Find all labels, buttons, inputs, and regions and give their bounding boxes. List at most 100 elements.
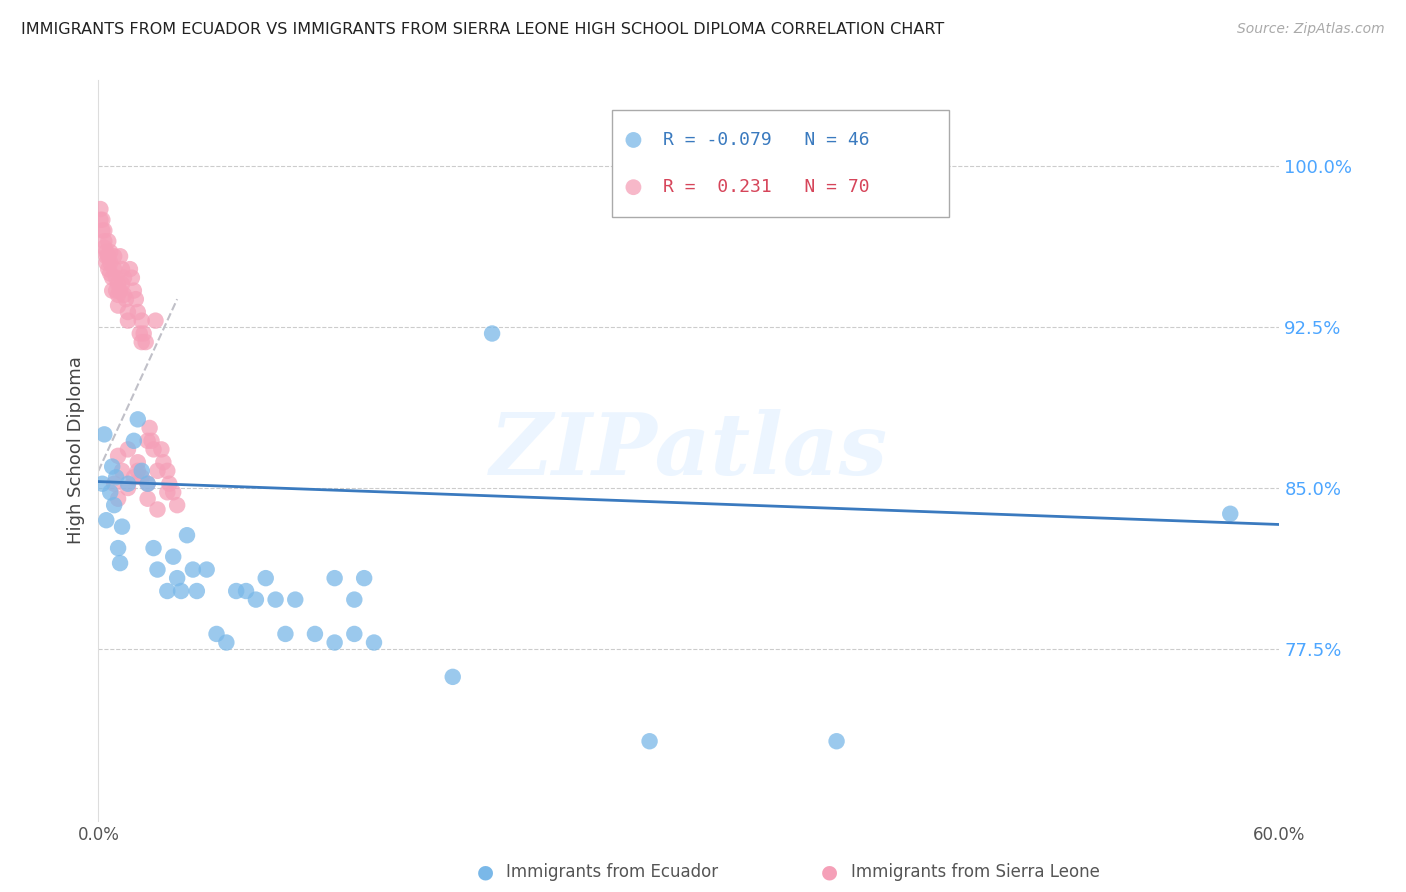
Point: [96, 244, 118, 259]
Point: [127, 455, 149, 469]
Point: [156, 485, 179, 500]
Point: [98, 255, 121, 269]
Point: [91, 212, 114, 227]
Point: [1219, 507, 1241, 521]
Point: [112, 270, 135, 285]
Point: [274, 627, 297, 641]
Text: ●: ●: [477, 863, 494, 882]
Point: [117, 442, 139, 457]
Point: [136, 476, 159, 491]
Point: [125, 292, 148, 306]
Point: [156, 464, 179, 478]
Point: [107, 277, 129, 292]
Point: [162, 485, 184, 500]
Point: [89, 202, 111, 216]
Point: [162, 549, 184, 564]
Point: [176, 528, 198, 542]
Point: [107, 491, 129, 506]
Point: [107, 449, 129, 463]
Point: [131, 335, 153, 350]
Point: [156, 584, 179, 599]
Point: [101, 284, 124, 298]
Point: [105, 470, 128, 484]
Point: [97, 234, 120, 248]
Point: [215, 635, 238, 649]
Point: [225, 584, 247, 599]
Point: [89, 212, 111, 227]
Point: [117, 305, 139, 319]
Point: [103, 498, 125, 512]
Point: [136, 476, 159, 491]
FancyBboxPatch shape: [612, 110, 949, 218]
Text: Source: ZipAtlas.com: Source: ZipAtlas.com: [1237, 22, 1385, 37]
Point: [131, 470, 153, 484]
Point: [98, 244, 121, 259]
Point: [343, 592, 366, 607]
Point: [146, 563, 169, 577]
Point: [136, 434, 159, 448]
Point: [142, 442, 165, 457]
Point: [111, 277, 134, 292]
Point: [111, 519, 134, 533]
Point: [101, 459, 124, 474]
Point: [96, 255, 118, 269]
Point: [638, 734, 661, 748]
Point: [141, 434, 163, 448]
Point: [166, 498, 188, 512]
Text: R =  0.231   N = 70: R = 0.231 N = 70: [664, 178, 869, 196]
Point: [122, 470, 145, 484]
Point: [152, 455, 174, 469]
Point: [91, 223, 114, 237]
Point: [112, 288, 135, 302]
Point: [108, 556, 131, 570]
Point: [122, 284, 145, 298]
Point: [146, 464, 169, 478]
Point: [979, 332, 1001, 346]
Point: [131, 313, 153, 327]
Point: [96, 513, 118, 527]
Point: [166, 571, 188, 585]
Point: [264, 592, 287, 607]
Point: [93, 241, 115, 255]
Point: [97, 249, 120, 263]
Text: R = -0.079   N = 46: R = -0.079 N = 46: [664, 131, 869, 149]
Point: [254, 571, 277, 585]
Point: [343, 627, 366, 641]
Point: [979, 469, 1001, 483]
Point: [186, 584, 208, 599]
Point: [93, 234, 115, 248]
Point: [111, 464, 134, 478]
Point: [205, 627, 228, 641]
Point: [118, 262, 141, 277]
Point: [93, 427, 115, 442]
Y-axis label: High School Diploma: High School Diploma: [66, 357, 84, 544]
Point: [353, 571, 375, 585]
Point: [105, 270, 128, 285]
Point: [107, 299, 129, 313]
Point: [135, 335, 157, 350]
Point: [145, 313, 167, 327]
Point: [132, 326, 155, 341]
Point: [121, 270, 143, 285]
Point: [284, 592, 307, 607]
Text: IMMIGRANTS FROM ECUADOR VS IMMIGRANTS FROM SIERRA LEONE HIGH SCHOOL DIPLOMA CORR: IMMIGRANTS FROM ECUADOR VS IMMIGRANTS FR…: [21, 22, 945, 37]
Point: [128, 326, 150, 341]
Point: [93, 223, 115, 237]
Text: ZIPatlas: ZIPatlas: [489, 409, 889, 492]
Point: [101, 270, 124, 285]
Point: [127, 305, 149, 319]
Text: Immigrants from Ecuador: Immigrants from Ecuador: [506, 863, 718, 881]
Text: Immigrants from Sierra Leone: Immigrants from Sierra Leone: [851, 863, 1099, 881]
Point: [111, 262, 134, 277]
Point: [195, 563, 218, 577]
Point: [127, 464, 149, 478]
Point: [117, 476, 139, 491]
Point: [170, 584, 193, 599]
Point: [97, 262, 120, 277]
Point: [107, 288, 129, 302]
Point: [323, 571, 346, 585]
Point: [127, 412, 149, 426]
Point: [235, 584, 257, 599]
Point: [98, 267, 121, 281]
Point: [323, 635, 346, 649]
